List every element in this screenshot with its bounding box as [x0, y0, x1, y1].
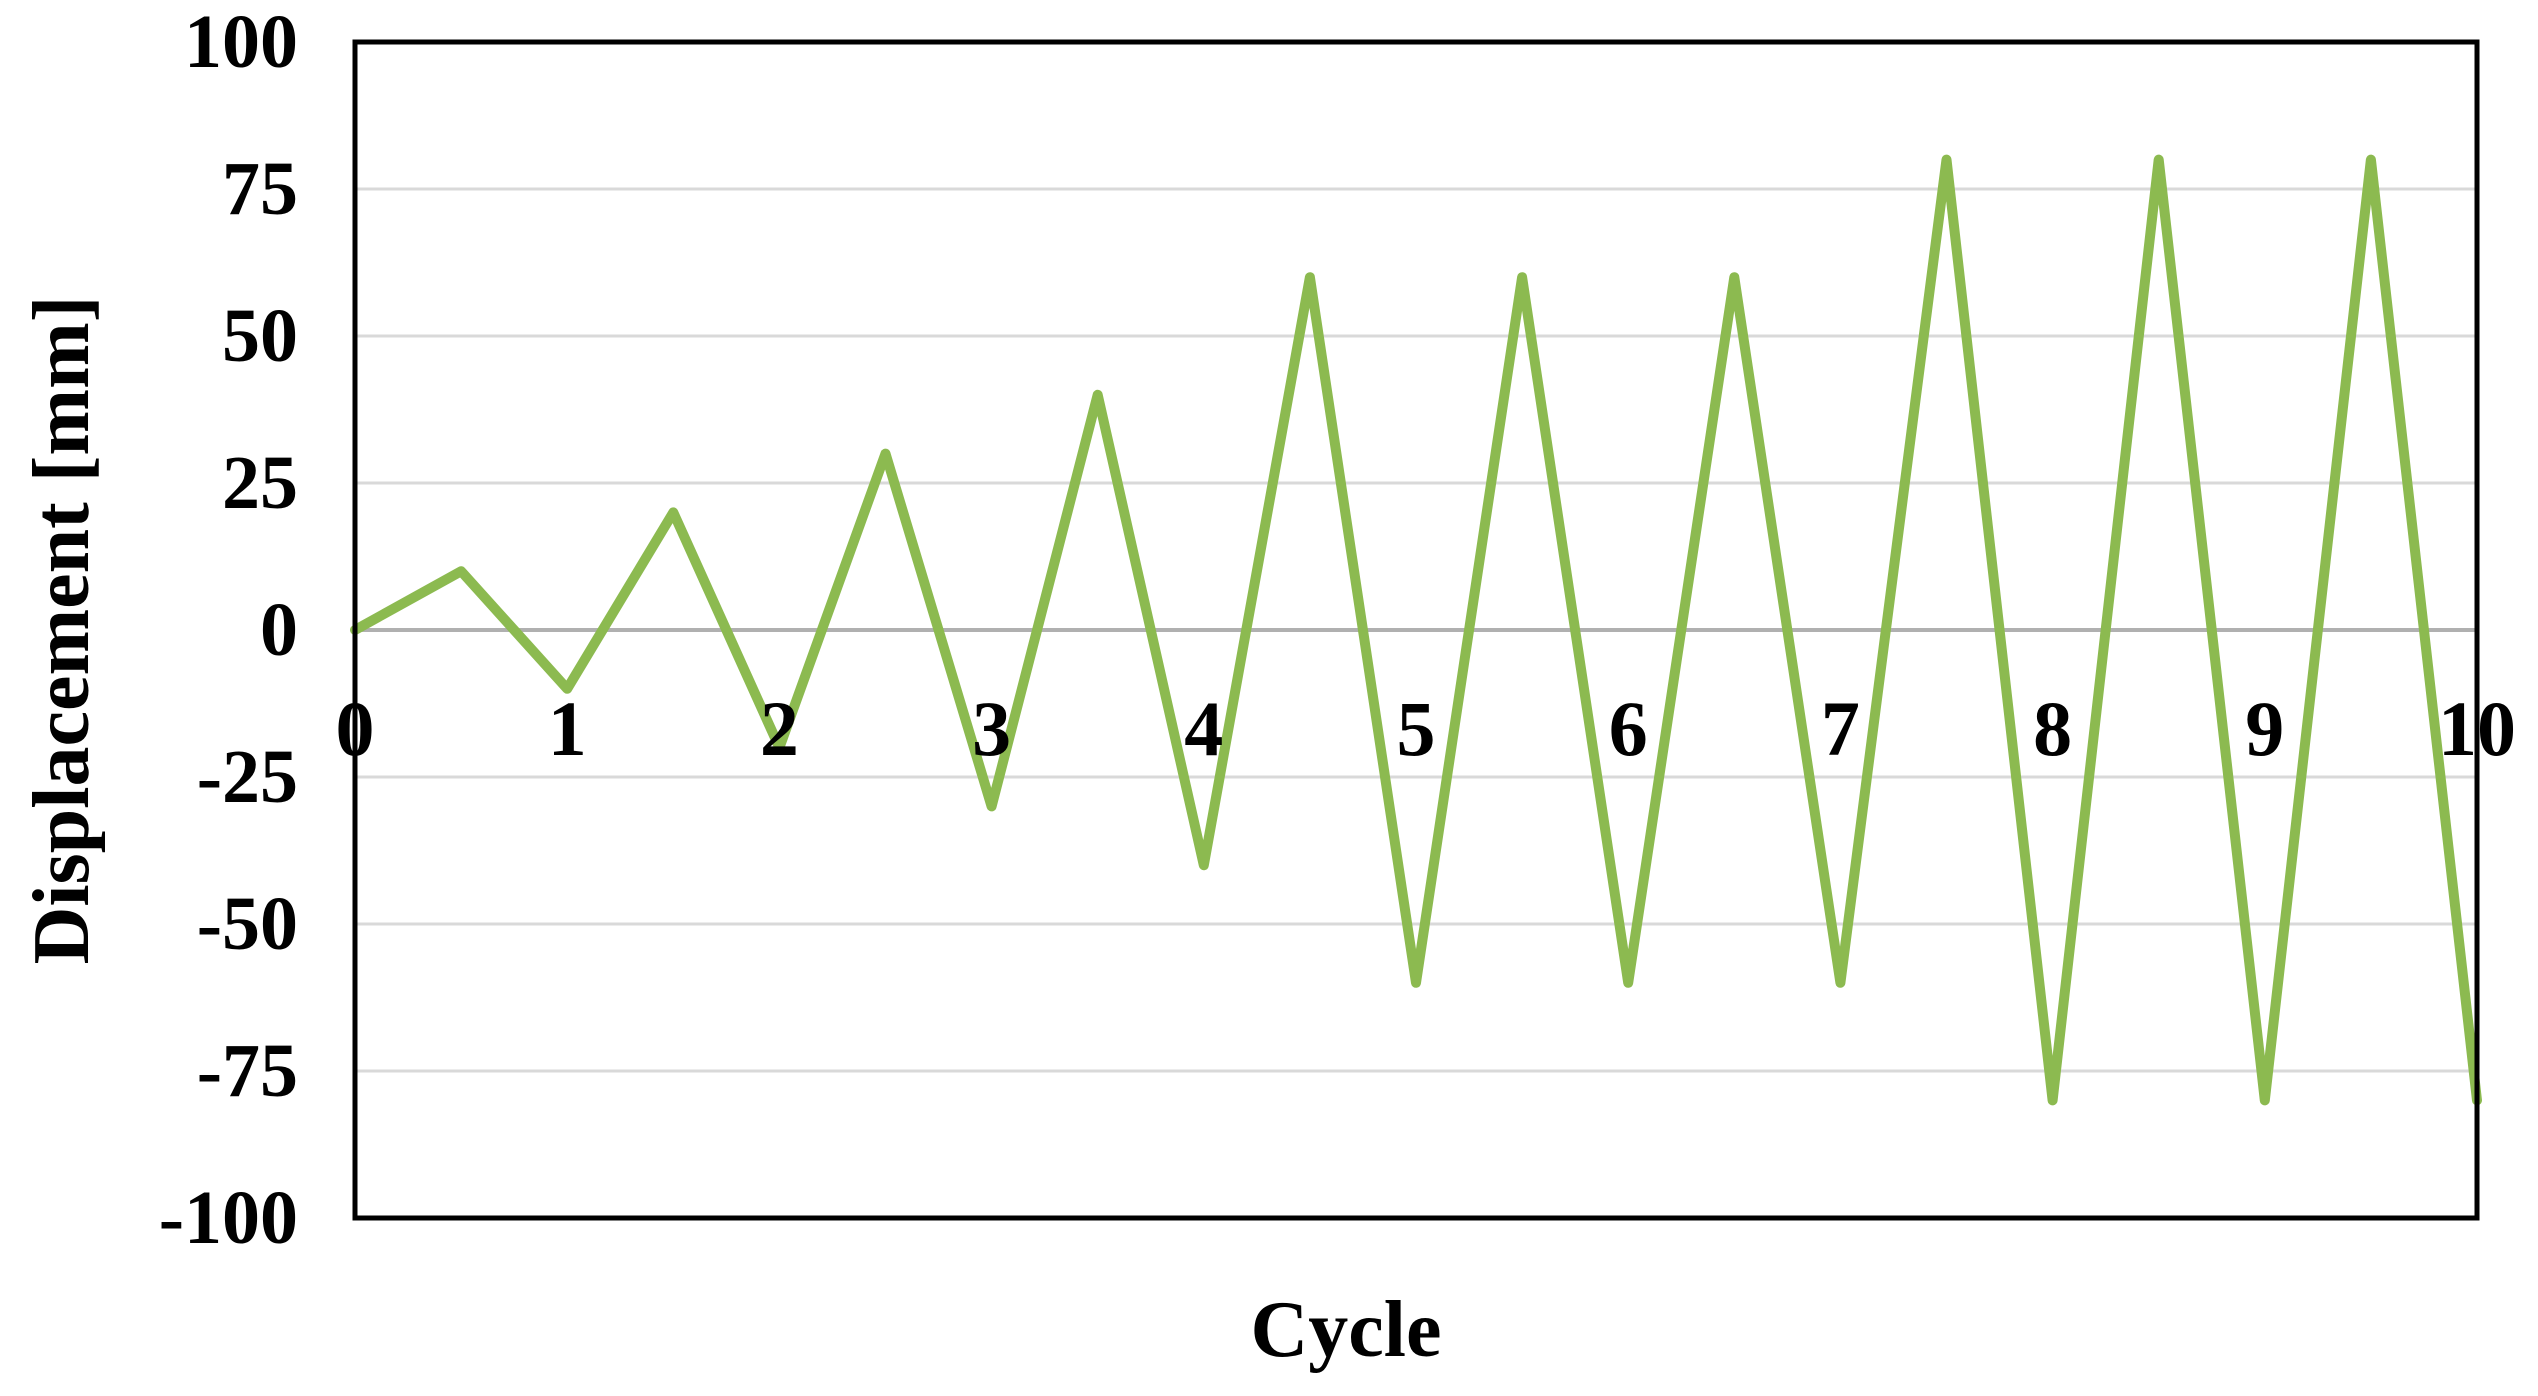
x-tick-label: 10 — [2438, 685, 2516, 772]
x-tick-label: 4 — [1184, 685, 1223, 772]
x-tick-label: 5 — [1397, 685, 1436, 772]
y-tick-label: 0 — [260, 588, 298, 672]
x-tick-label: 2 — [760, 685, 799, 772]
x-tick-label: 9 — [2245, 685, 2284, 772]
plot-border — [352, 39, 2480, 1221]
y-axis-title: Displacement [mm] — [18, 295, 106, 965]
x-tick-label: 8 — [2033, 685, 2072, 772]
y-tick-label: 50 — [222, 294, 298, 378]
y-tick-label: -25 — [197, 735, 298, 819]
x-axis-title: Cycle — [1250, 1286, 1442, 1374]
y-tick-label: 75 — [222, 147, 298, 231]
x-tick-label: 3 — [972, 685, 1011, 772]
y-tick-label: 100 — [184, 0, 298, 84]
y-tick-label: 25 — [222, 441, 298, 525]
y-tick-label: -75 — [197, 1029, 298, 1113]
y-tick-label: -50 — [197, 882, 298, 966]
x-tick-label: 0 — [336, 685, 375, 772]
displacement-line-series — [350, 154, 2482, 1106]
x-tick-label: 7 — [1821, 685, 1860, 772]
y-tick-label: -100 — [159, 1176, 298, 1260]
x-tick-label: 1 — [548, 685, 587, 772]
x-tick-label: 6 — [1609, 685, 1648, 772]
